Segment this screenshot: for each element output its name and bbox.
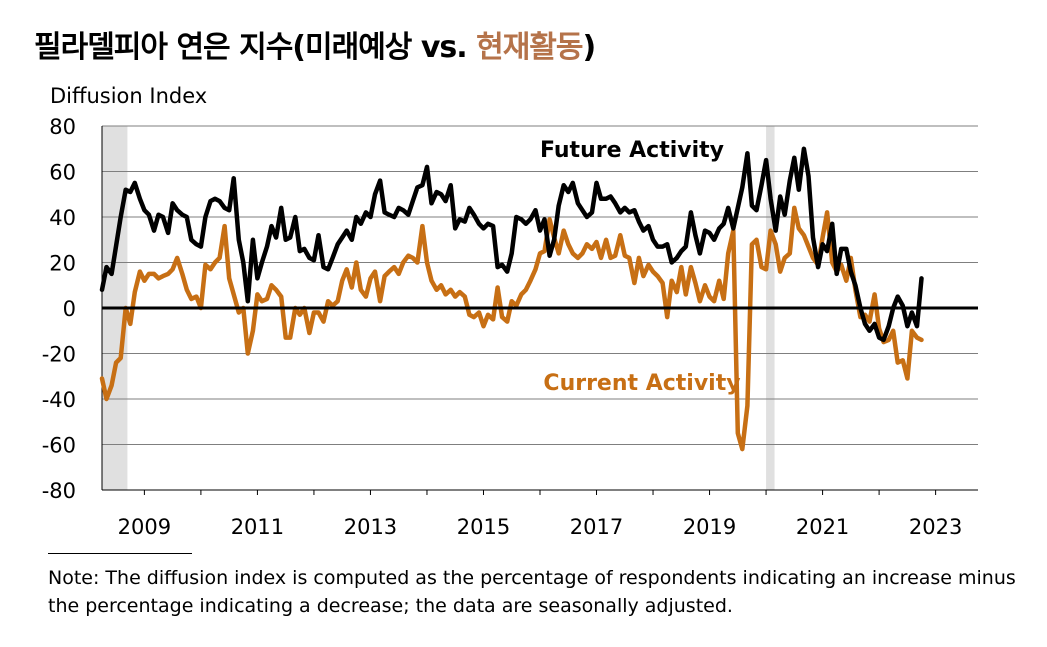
footnote-rule bbox=[48, 553, 192, 554]
y-tick-label: 20 bbox=[49, 252, 76, 276]
future-activity-line bbox=[99, 146, 924, 343]
y-axis-label: Diffusion Index bbox=[50, 84, 208, 108]
y-tick-label: -60 bbox=[42, 434, 76, 458]
y-tick-label: 60 bbox=[49, 161, 76, 185]
y-tick-label: 80 bbox=[49, 115, 76, 139]
chart-title-main: 필라델피아 연은 지수(미래예상 vs. bbox=[34, 30, 477, 65]
current-activity-label: Current Activity bbox=[543, 371, 740, 396]
x-tick-label: 2021 bbox=[796, 515, 849, 539]
chart-title: 필라델피아 연은 지수(미래예상 vs. 현재활동) bbox=[34, 22, 597, 66]
y-tick-label: 40 bbox=[49, 206, 76, 230]
x-tick-label: 2013 bbox=[344, 515, 397, 539]
chart-title-highlight: 현재활동 bbox=[476, 30, 583, 65]
current-activity-line bbox=[99, 205, 924, 452]
chart-title-close: ) bbox=[582, 30, 597, 65]
y-tick-label: -40 bbox=[42, 388, 76, 412]
x-tick-label: 2017 bbox=[570, 515, 623, 539]
y-tick-label: -20 bbox=[42, 343, 76, 367]
x-tick-label: 2011 bbox=[231, 515, 284, 539]
x-tick-label: 2019 bbox=[683, 515, 736, 539]
y-tick-label: -80 bbox=[42, 479, 76, 503]
future-activity-label: Future Activity bbox=[540, 138, 724, 163]
footnote: Note: The diffusion index is computed as… bbox=[48, 567, 1016, 617]
x-tick-label: 2009 bbox=[118, 515, 171, 539]
x-tick-label: 2023 bbox=[909, 515, 962, 539]
x-tick-label: 2015 bbox=[457, 515, 510, 539]
y-tick-label: 0 bbox=[63, 297, 76, 321]
